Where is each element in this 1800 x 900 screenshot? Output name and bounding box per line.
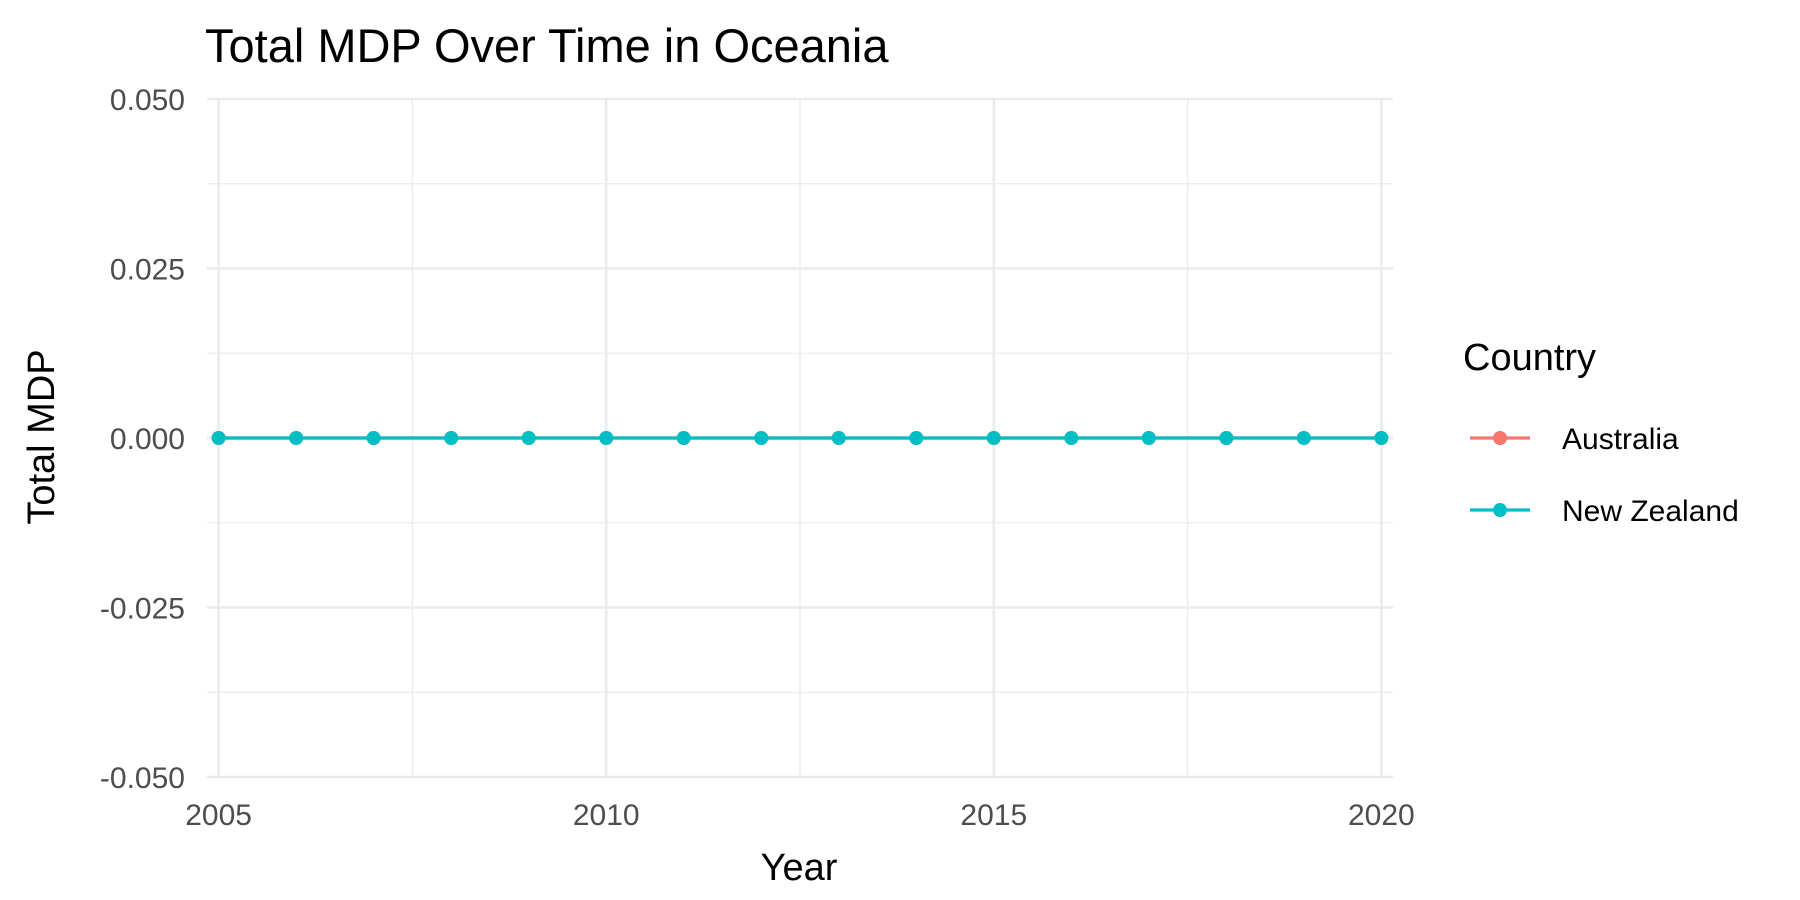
y-tick-label: -0.025 xyxy=(100,593,185,626)
data-point xyxy=(831,431,846,445)
data-point xyxy=(1374,431,1389,445)
x-tick-label: 2010 xyxy=(573,799,640,832)
data-point xyxy=(366,431,381,445)
x-tick-label: 2015 xyxy=(960,799,1027,832)
legend-title: Country xyxy=(1463,337,1596,379)
data-point xyxy=(444,431,459,445)
series-layer xyxy=(211,431,1389,445)
chart-title: Total MDP Over Time in Oceania xyxy=(205,19,889,72)
minor-gridlines xyxy=(207,99,1393,777)
x-axis-ticks: 2005 2010 2015 2020 xyxy=(185,799,1414,832)
y-tick-label: 0.025 xyxy=(110,254,185,287)
data-point xyxy=(289,431,304,445)
data-point xyxy=(1064,431,1079,445)
legend-key-marker xyxy=(1493,431,1507,445)
legend-label: Australia xyxy=(1562,423,1679,456)
data-point xyxy=(986,431,1001,445)
x-axis-title: Year xyxy=(761,847,838,889)
y-tick-label: -0.050 xyxy=(100,762,185,795)
x-tick-label: 2020 xyxy=(1348,799,1415,832)
data-point xyxy=(1219,431,1234,445)
data-point xyxy=(521,431,536,445)
legend-label: New Zealand xyxy=(1562,495,1739,528)
data-point xyxy=(754,431,769,445)
y-axis-title: Total MDP xyxy=(21,349,63,524)
legend-item-australia: Australia xyxy=(1470,423,1679,456)
y-tick-label: 0.050 xyxy=(110,84,185,117)
data-point xyxy=(1141,431,1156,445)
x-tick-label: 2005 xyxy=(185,799,252,832)
legend: Country Australia New Zealand xyxy=(1463,337,1739,528)
y-tick-label: 0.000 xyxy=(110,423,185,456)
legend-key-marker xyxy=(1493,503,1507,517)
data-point xyxy=(676,431,691,445)
data-point xyxy=(909,431,924,445)
y-axis-ticks: -0.050 -0.025 0.000 0.025 0.050 xyxy=(100,84,185,795)
data-point xyxy=(599,431,614,445)
series-new-zealand xyxy=(211,431,1389,445)
legend-items: Australia New Zealand xyxy=(1470,423,1739,528)
data-point xyxy=(211,431,226,445)
legend-item-new-zealand: New Zealand xyxy=(1470,495,1739,528)
data-point xyxy=(1296,431,1311,445)
